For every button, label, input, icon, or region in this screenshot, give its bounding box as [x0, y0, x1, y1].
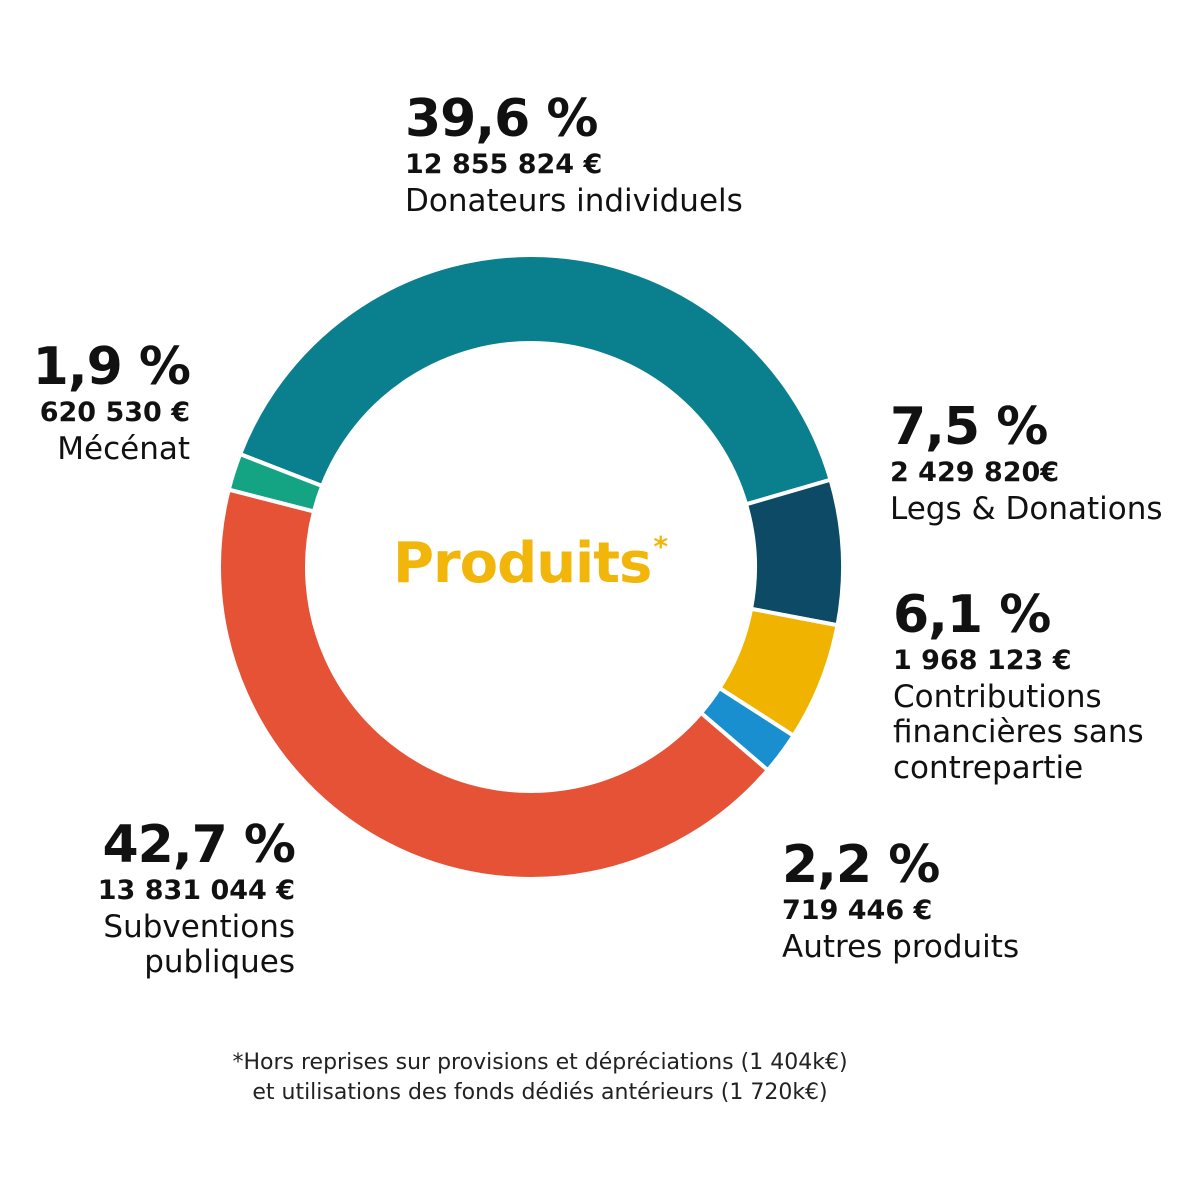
slice-amount: 2 429 820€ [890, 456, 1060, 488]
donut-slice-5 [226, 452, 325, 514]
label-autres-produits: 2,2 % 719 446 € Autres produits [782, 838, 1019, 965]
footnote: *Hors reprises sur provisions et dépréci… [100, 1048, 980, 1107]
slice-name: Donateurs individuels [405, 182, 743, 219]
chart-title: Produits* [340, 530, 720, 596]
slice-percent: 7,5 % [890, 397, 1048, 457]
chart-title-asterisk: * [653, 530, 668, 563]
slice-percent: 6,1 % [893, 585, 1051, 645]
donut-slice-1 [744, 477, 845, 628]
donut-slice-4 [217, 487, 770, 881]
slice-name: Legs & Donations [890, 490, 1163, 527]
label-mecenat: 1,9 % 620 530 € Mécénat [8, 337, 191, 467]
label-donateurs-individuels: 39,6 % 12 855 824 € Donateurs individuel… [405, 92, 743, 219]
slice-amount: 12 855 824 € [405, 148, 603, 180]
slice-name: Autres produits [782, 928, 1020, 965]
chart-title-text: Produits [392, 531, 652, 596]
footnote-line-1: *Hors reprises sur provisions et dépréci… [232, 1050, 848, 1075]
slice-amount: 13 831 044 € [97, 874, 295, 906]
label-contributions: 6,1 % 1 968 123 € Contributions financiè… [893, 588, 1183, 787]
slice-name: Subventions publiques [103, 908, 295, 981]
slice-name: Mécénat [57, 430, 190, 467]
label-legs-donations: 7,5 % 2 429 820€ Legs & Donations [890, 400, 1163, 527]
slice-percent: 2,2 % [782, 835, 940, 895]
slice-percent: 42,7 % [102, 815, 296, 875]
slice-amount: 1 968 123 € [893, 644, 1072, 676]
slice-percent: 1,9 % [32, 337, 191, 397]
footnote-line-2: et utilisations des fonds dédiés antérie… [252, 1079, 828, 1105]
slice-amount: 620 530 € [39, 396, 190, 428]
slice-percent: 39,6 % [405, 89, 599, 149]
slice-amount: 719 446 € [782, 894, 933, 926]
label-subventions-publiques: 42,7 % 13 831 044 € Subventions publique… [40, 815, 296, 981]
donut-slice-0 [238, 253, 833, 507]
slice-name: Contributions financières sans contrepar… [893, 678, 1144, 786]
